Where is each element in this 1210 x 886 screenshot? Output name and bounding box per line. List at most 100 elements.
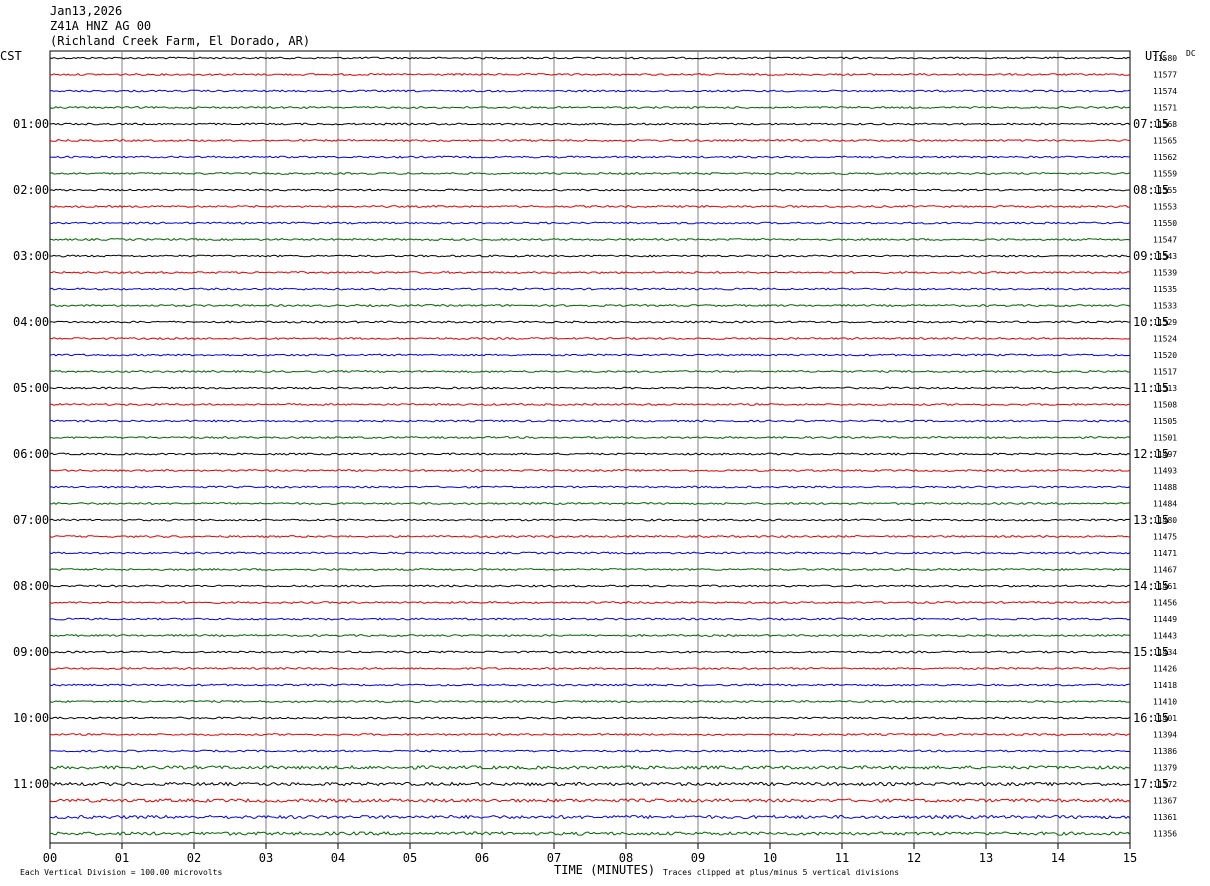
dc-offset-label: 11524: [1153, 335, 1177, 344]
date-label: Jan13,2026: [50, 4, 123, 18]
dc-offset-label: 11520: [1153, 351, 1177, 360]
left-hour-label: 04:00: [13, 315, 49, 329]
dc-offset-label: 11559: [1153, 170, 1177, 179]
seismic-trace: [49, 419, 1131, 423]
seismic-trace: [49, 89, 1131, 93]
seismic-trace: [49, 518, 1131, 522]
dc-offset-label: 11394: [1153, 731, 1177, 740]
x-tick-label: 13: [979, 851, 993, 865]
dc-offset-label: 11577: [1153, 71, 1177, 80]
seismic-trace: [49, 336, 1131, 341]
seismic-trace: [49, 683, 1130, 687]
seismic-trace: [50, 237, 1131, 242]
dc-offset-label: 11456: [1153, 599, 1177, 608]
dc-offset-label: 11379: [1153, 764, 1177, 773]
x-tick-label: 08: [619, 851, 633, 865]
dc-offset-label: 11372: [1153, 780, 1177, 789]
seismic-trace: [49, 716, 1131, 720]
left-hour-label: 08:00: [13, 579, 49, 593]
dc-offset-label: 11488: [1153, 483, 1177, 492]
station-label: Z41A HNZ AG 00: [50, 19, 152, 33]
seismic-trace: [49, 781, 1131, 787]
right-hour-label: 12:15: [1133, 447, 1169, 461]
seismic-trace: [49, 666, 1131, 671]
seismic-trace: [49, 633, 1131, 637]
seismic-trace: [49, 72, 1131, 77]
seismic-trace: [49, 402, 1131, 407]
seismic-trace: [49, 584, 1131, 588]
seismic-trace: [49, 105, 1131, 110]
dc-offset-label: 11550: [1153, 219, 1177, 228]
dc-offset-label: 11539: [1153, 269, 1177, 278]
dc-offset-label: 11410: [1153, 698, 1177, 707]
dc-offset-label: 11475: [1153, 533, 1177, 542]
seismic-trace: [50, 270, 1131, 275]
seismic-trace: [49, 600, 1131, 604]
left-hour-label: 09:00: [13, 645, 49, 659]
seismic-trace: [49, 798, 1131, 803]
dc-offset-label: 11471: [1153, 549, 1177, 558]
right-hour-label: 08:15: [1133, 183, 1169, 197]
dc-offset-label: 11505: [1153, 417, 1177, 426]
dc-offset-label: 11574: [1153, 87, 1177, 96]
dc-offset-label: 11543: [1153, 252, 1177, 261]
right-hour-label: 17:15: [1133, 777, 1169, 791]
seismic-trace: [49, 56, 1131, 60]
dc-offset-label: 11418: [1153, 681, 1177, 690]
left-hour-label: 05:00: [13, 381, 49, 395]
x-tick-label: 03: [259, 851, 273, 865]
right-hour-label: 11:15: [1133, 381, 1169, 395]
seismic-trace: [49, 435, 1131, 440]
seismic-trace: [49, 468, 1131, 473]
left-hour-label: 03:00: [13, 249, 49, 263]
x-tick-label: 12: [907, 851, 921, 865]
seismic-trace: [49, 303, 1131, 308]
seismic-trace: [49, 551, 1131, 555]
dc-offset-label: 11529: [1153, 318, 1177, 327]
dc-offset-label: 11497: [1153, 450, 1177, 459]
left-hour-label: 07:00: [13, 513, 49, 527]
left-hour-label: 02:00: [13, 183, 49, 197]
dc-offset-label: 11501: [1153, 434, 1177, 443]
x-axis-title: TIME (MINUTES): [554, 863, 656, 877]
x-tick-label: 14: [1051, 851, 1065, 865]
right-hour-label: 14:15: [1133, 579, 1169, 593]
seismic-trace: [49, 485, 1131, 489]
dc-offset-label: 11480: [1153, 516, 1177, 525]
x-tick-label: 09: [691, 851, 705, 865]
plot-frame: [49, 50, 1131, 844]
dc-offset-label: 11434: [1153, 648, 1177, 657]
seismic-trace: [49, 204, 1131, 209]
dc-offset-label: 11484: [1153, 500, 1177, 509]
x-tick-label: 02: [187, 851, 201, 865]
dc-offset-label: 11580: [1153, 54, 1177, 63]
left-hour-label: 10:00: [13, 711, 49, 725]
dc-offset-label: 11361: [1153, 813, 1177, 822]
x-tick-label: 04: [331, 851, 345, 865]
dc-offset-label: 11553: [1153, 203, 1177, 212]
x-tick-label: 00: [43, 851, 57, 865]
seismic-trace: [49, 122, 1131, 126]
seismic-trace: [49, 287, 1131, 291]
dc-column-label: DC: [1186, 49, 1196, 58]
dc-offset-label: 11386: [1153, 747, 1177, 756]
seismic-trace: [49, 814, 1131, 820]
seismic-trace: [49, 221, 1131, 225]
dc-offset-label: 11535: [1153, 285, 1177, 294]
dc-offset-label: 11493: [1153, 467, 1177, 476]
dc-offset-label: 11467: [1153, 566, 1177, 575]
dc-offset-label: 11513: [1153, 384, 1177, 393]
dc-offset-label: 11565: [1153, 137, 1177, 146]
dc-offset-label: 11461: [1153, 582, 1177, 591]
seismic-trace: [49, 254, 1131, 258]
seismic-trace: [49, 765, 1131, 770]
seismic-trace: [49, 171, 1131, 176]
seismic-trace: [49, 353, 1131, 357]
seismic-trace: [49, 699, 1131, 704]
seismic-trace: [49, 650, 1130, 654]
dc-offset-label: 11517: [1153, 368, 1177, 377]
left-hour-label: 01:00: [13, 117, 49, 131]
dc-offset-label: 11508: [1153, 401, 1177, 410]
dc-offset-label: 11449: [1153, 615, 1177, 624]
